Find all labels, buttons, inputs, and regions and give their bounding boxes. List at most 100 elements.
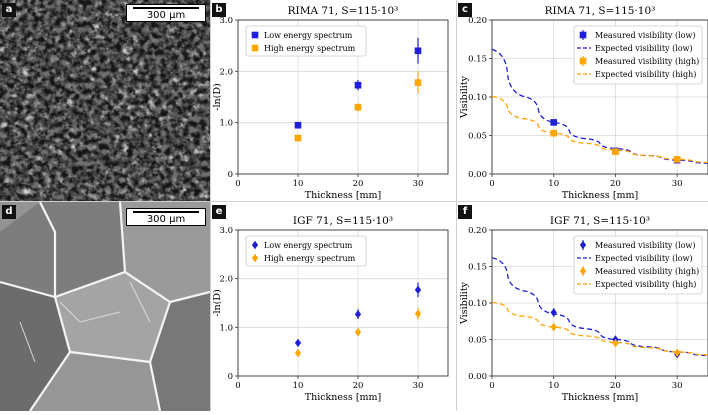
- data-point: [550, 322, 557, 332]
- data-point: [294, 121, 302, 129]
- data-point: [294, 338, 302, 348]
- column-separator-2: [456, 0, 457, 411]
- legend-marker: [251, 44, 259, 52]
- legend-marker: [579, 31, 587, 39]
- scale-bar-line: [133, 7, 199, 9]
- panel-label-c: c: [458, 3, 472, 17]
- chart-title: IGF 71, S=115·10³: [550, 215, 650, 227]
- data-point: [354, 81, 362, 89]
- chart-panel-f: IGF 71, S=115·10³ 0 10 20 30 0.00 0.05 0.10 0.15…: [458, 202, 708, 411]
- y-tick-label: 0.00: [468, 170, 487, 180]
- legend-label: Measured visibility (low): [595, 241, 695, 250]
- legend-marker: [579, 240, 587, 250]
- data-point: [414, 79, 422, 86]
- y-tick-label: 0: [228, 170, 233, 180]
- chart-f-svg: IGF 71, S=115·10³ 0 10 20 30 0.00 0.05 0.10 0.15…: [459, 215, 708, 403]
- y-tick-label: 0.05: [468, 132, 487, 142]
- x-tick-label: 0: [489, 179, 494, 189]
- panel-label-b: b: [212, 3, 226, 17]
- y-tick-label: 1.0: [219, 323, 233, 333]
- y-tick-label: 0.20: [468, 226, 487, 236]
- x-tick-label: 20: [353, 381, 364, 391]
- chart-e-svg: IGF 71, S=115·10³ 0 10 20 30 0 1.0 2.0 3.0 Thickn…: [212, 215, 449, 403]
- data-point: [550, 308, 557, 317]
- chart-title: RIMA 71, S=115·10³: [288, 5, 399, 17]
- chart-title: RIMA 71, S=115·10³: [545, 5, 656, 17]
- data-point: [414, 309, 422, 318]
- x-tick-label: 0: [235, 179, 240, 189]
- legend-marker: [579, 57, 587, 65]
- legend-box: [573, 235, 703, 295]
- sem-image-rima: [0, 0, 210, 201]
- y-tick-label: 3.0: [219, 16, 233, 26]
- legend-label: Low energy spectrum: [264, 241, 353, 250]
- x-tick-label: 10: [548, 381, 559, 391]
- x-tick-label: 10: [293, 179, 304, 189]
- legend-label: Expected visibility (high): [595, 70, 696, 79]
- data-point: [612, 148, 619, 155]
- legend-label: Low energy spectrum: [264, 31, 353, 40]
- data-point: [354, 309, 362, 319]
- x-tick-label: 0: [489, 381, 494, 391]
- x-axis-label: Thickness [mm]: [562, 392, 639, 403]
- x-axis-label: Thickness [mm]: [562, 190, 639, 201]
- y-axis-label: -ln(D): [212, 289, 223, 316]
- legend-label: Expected visibility (high): [595, 280, 696, 289]
- data-point: [354, 328, 362, 337]
- y-axis-label: Visibility: [459, 281, 470, 325]
- data-point: [294, 134, 302, 142]
- legend-label: High energy spectrum: [264, 44, 356, 53]
- y-tick-label: 0.00: [468, 372, 487, 382]
- scale-bar-a: 300 μm: [126, 4, 206, 22]
- y-tick-label: 0.15: [468, 55, 487, 65]
- data-point: [414, 47, 422, 55]
- panel-label-a: a: [2, 3, 16, 17]
- scale-bar-text: 300 μm: [146, 214, 186, 225]
- y-tick-label: 0.10: [468, 299, 487, 309]
- chart-panel-c: RIMA 71, S=115·10³ 0 10 20 30 0.00 0.05 0.10 0.1…: [458, 0, 708, 201]
- legend-box: [245, 235, 367, 267]
- legend-label: Expected visibility (low): [595, 254, 693, 263]
- chart-c-svg: RIMA 71, S=115·10³ 0 10 20 30 0.00 0.05 0.10 0.1…: [459, 5, 708, 201]
- data-point: [673, 156, 681, 163]
- expected-curve: [492, 48, 708, 164]
- sem-image-igf: [0, 202, 210, 411]
- legend-label: Measured visibility (low): [595, 31, 695, 40]
- data-point: [354, 103, 362, 111]
- x-tick-label: 30: [413, 381, 424, 391]
- x-tick-label: 30: [413, 179, 424, 189]
- y-axis-label: -ln(D): [212, 83, 223, 110]
- legend-box: [245, 25, 367, 57]
- chart-panel-b: RIMA 71, S=115·10³ 0 10 20 30 0 1.0 2.0 3.0 Thick…: [212, 0, 456, 201]
- chart-title: IGF 71, S=115·10³: [293, 215, 393, 227]
- scale-bar-text: 300 μm: [146, 10, 186, 21]
- x-tick-label: 30: [672, 381, 683, 391]
- plot-frame: [237, 19, 449, 175]
- panel-label-d: d: [2, 205, 16, 219]
- data-point: [612, 338, 619, 348]
- legend-marker: [251, 31, 259, 39]
- data-point: [294, 348, 302, 358]
- scale-bar-d: 300 μm: [126, 208, 206, 226]
- expected-curve: [492, 257, 708, 357]
- data-point: [550, 129, 558, 137]
- legend-box: [573, 25, 703, 85]
- data-point: [673, 348, 681, 357]
- y-tick-label: 2.0: [219, 275, 233, 285]
- x-tick-label: 10: [293, 381, 304, 391]
- chart-b-svg: RIMA 71, S=115·10³ 0 10 20 30 0 1.0 2.0 3.0 Thick…: [212, 5, 449, 201]
- x-tick-label: 10: [548, 179, 559, 189]
- x-tick-label: 0: [235, 381, 240, 391]
- y-tick-label: 2.0: [219, 67, 233, 77]
- scale-bar-line: [133, 211, 199, 213]
- legend-label: Measured visibility (high): [595, 57, 699, 66]
- y-tick-label: 0.10: [468, 93, 487, 103]
- x-tick-label: 20: [610, 381, 621, 391]
- legend-marker: [579, 266, 587, 276]
- column-separator-1: [210, 0, 211, 411]
- panel-label-e: e: [212, 205, 226, 219]
- data-point: [414, 285, 422, 295]
- plot-frame: [237, 229, 449, 377]
- chart-panel-e: IGF 71, S=115·10³ 0 10 20 30 0 1.0 2.0 3.0 Thickn…: [212, 202, 456, 411]
- x-axis-label: Thickness [mm]: [305, 190, 382, 201]
